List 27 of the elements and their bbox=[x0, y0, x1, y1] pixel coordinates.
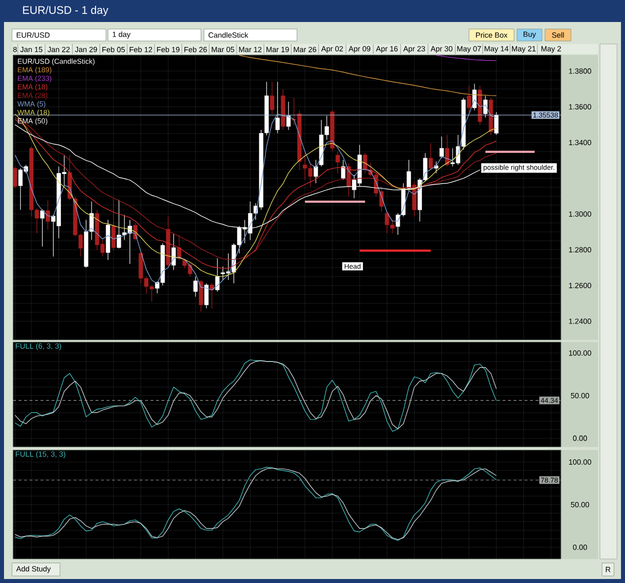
candlestick bbox=[314, 160, 318, 184]
candlestick bbox=[494, 112, 498, 136]
candlestick bbox=[440, 136, 444, 158]
candlestick bbox=[406, 160, 411, 190]
candlestick bbox=[466, 85, 472, 112]
candlestick bbox=[275, 81, 280, 134]
candlestick bbox=[472, 83, 477, 111]
candlestick bbox=[193, 276, 198, 297]
candlestick bbox=[204, 283, 209, 309]
candlestick bbox=[40, 208, 44, 247]
candlestick bbox=[198, 280, 204, 312]
candlestick bbox=[362, 152, 368, 174]
candlestick bbox=[46, 200, 50, 230]
candlestick bbox=[270, 81, 274, 114]
candlestick bbox=[336, 151, 340, 174]
candlestick bbox=[215, 258, 220, 292]
text: EUR/USD - 1 day bbox=[23, 6, 108, 16]
candlestick bbox=[428, 142, 433, 170]
candlestick bbox=[111, 198, 116, 250]
candlestick bbox=[445, 134, 450, 167]
candlestick bbox=[346, 162, 351, 197]
candlestick bbox=[172, 233, 176, 270]
candlestick bbox=[210, 283, 214, 309]
candlestick bbox=[483, 95, 488, 118]
candlestick bbox=[434, 161, 438, 174]
candlestick bbox=[286, 102, 291, 130]
candlestick bbox=[341, 160, 346, 180]
